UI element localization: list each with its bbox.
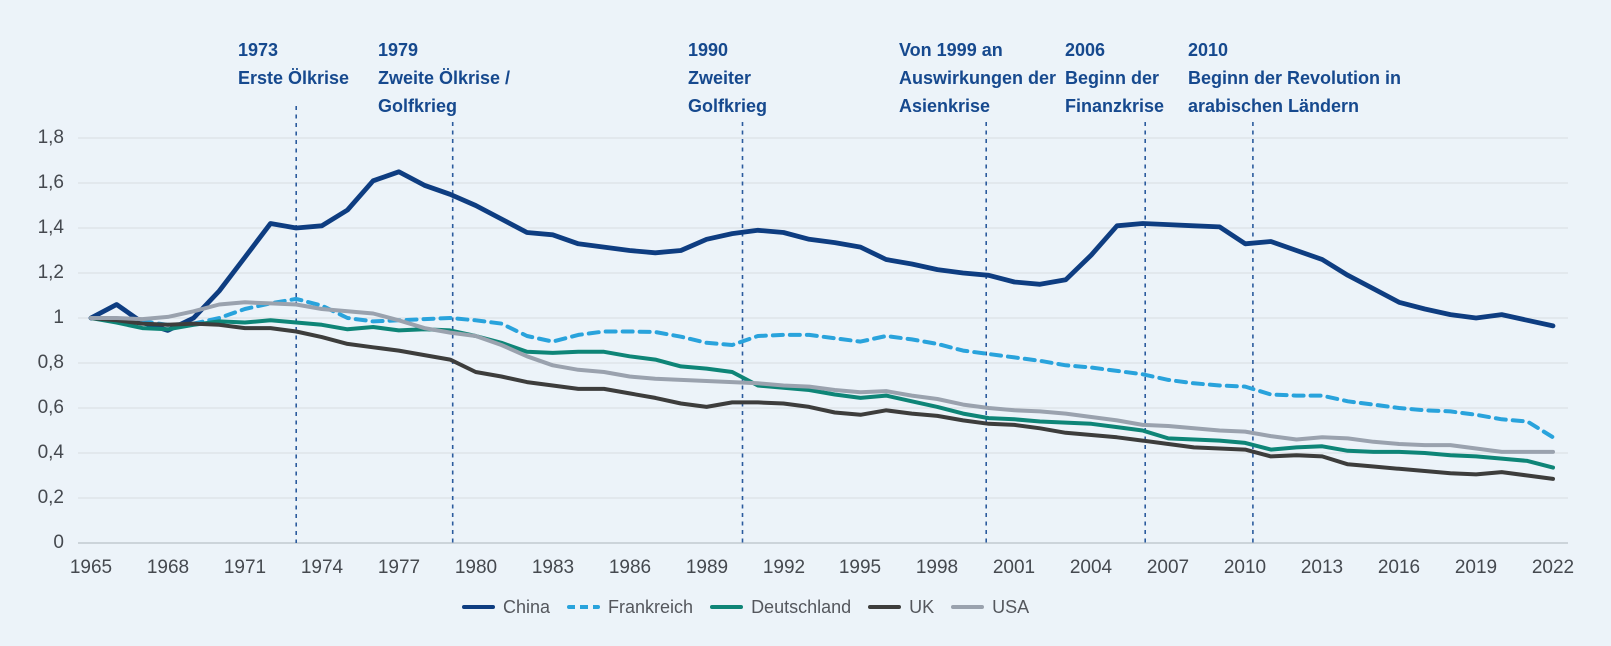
x-tick-label: 1983 [531,557,575,578]
y-tick-label: 0,6 [37,397,64,418]
x-tick-label: 2016 [1377,557,1421,578]
event-annotation-1990: 1990 Zweiter Golfkrieg [688,36,767,120]
series-line-usa [89,300,1555,454]
x-tick-label: 1974 [300,557,344,578]
annotation-text-line: arabischen Ländern [1188,96,1360,116]
y-tick-label: 0,4 [37,442,64,463]
x-tick-label: 2004 [1069,557,1113,578]
x-tick-label: 1992 [762,557,806,578]
annotation-text-line: Beginn der [1065,68,1160,88]
annotation-text-line: Auswirkungen der [899,68,1057,88]
x-tick-label: 2022 [1531,557,1575,578]
x-tick-label: 1995 [838,557,882,578]
annotation-text-line: Golfkrieg [378,96,458,116]
legend-item-usa: USA [951,594,1029,620]
x-tick-label: 2010 [1223,557,1267,578]
x-tick-label: 1980 [454,557,498,578]
legend-label: Frankreich [608,597,694,617]
x-tick-label: 1971 [223,557,267,578]
annotation-text-line: Golfkrieg [688,96,768,116]
legend-item-frankreich: Frankreich [567,594,693,620]
x-tick-label: 2001 [992,557,1036,578]
annotation-text-line: 1979 [378,40,419,60]
annotation-text-line: Finanzkrise [1065,96,1165,116]
legend-item-china: China [462,594,550,620]
x-tick-label: 2019 [1454,557,1498,578]
annotation-text-line: 1973 [238,40,279,60]
series-line-china [88,169,1556,333]
y-tick-label: 1,8 [37,127,64,148]
x-tick-label: 1998 [915,557,959,578]
x-tick-label: 2013 [1300,557,1344,578]
series-line-frankreich [89,296,1555,440]
annotation-text-line: Asienkrise [899,96,991,116]
chart-legend: China Frankreich Deutschland UK USA [462,594,1029,620]
annotation-text-line: 1990 [688,40,729,60]
x-tick-label: 2007 [1146,557,1190,578]
series-line-deutschland [89,316,1555,470]
legend-line-swatch [951,605,985,609]
legend-label: Deutschland [751,597,852,617]
annotation-text-line: Zweite Ölkrise / [378,68,511,88]
y-tick-label: 1,2 [37,262,64,283]
y-tick-label: 0,8 [37,352,64,373]
x-tick-label: 1968 [146,557,190,578]
legend-line-swatch [868,605,902,609]
y-tick-label: 1,6 [37,172,64,193]
legend-line-swatch [567,605,601,609]
legend-line-swatch [462,605,495,609]
x-tick-label: 1977 [377,557,421,578]
series-line-uk [89,316,1555,481]
x-tick-label: 1965 [69,557,113,578]
legend-line-swatch [710,605,744,609]
annotation-text-line: Erste Ölkrise [238,68,350,88]
x-tick-label: 1986 [608,557,652,578]
y-tick-label: 1,4 [37,217,64,238]
event-annotation-2006: 2006 Beginn der Finanzkrise [1065,36,1164,120]
legend-label: UK [909,597,935,617]
event-annotation-2010: 2010 Beginn der Revolution in arabischen L… [1188,36,1401,120]
legend-label: China [503,597,551,617]
annotation-text-line: Von 1999 an [899,40,1003,60]
event-annotation-von-1999-an: Von 1999 an Auswirkungen der Asienkrise [899,36,1056,120]
event-annotation-1979: 1979 Zweite Ölkrise / Golfkrieg [378,36,510,120]
annotation-text-line: Zweiter [688,68,752,88]
annotation-text-line: 2006 [1065,40,1106,60]
x-tick-label: 1989 [685,557,729,578]
y-tick-label: 0 [53,532,64,553]
y-tick-label: 0,2 [37,487,64,508]
event-annotation-1973: 1973 Erste Ölkrise [238,36,349,92]
annotation-text-line: 2010 [1188,40,1229,60]
legend-label: USA [992,597,1030,617]
y-tick-label: 1 [53,307,64,328]
annotation-text-line: Beginn der Revolution in [1188,68,1402,88]
legend-item-deutschland: Deutschland [710,594,851,620]
legend-item-uk: UK [868,594,934,620]
